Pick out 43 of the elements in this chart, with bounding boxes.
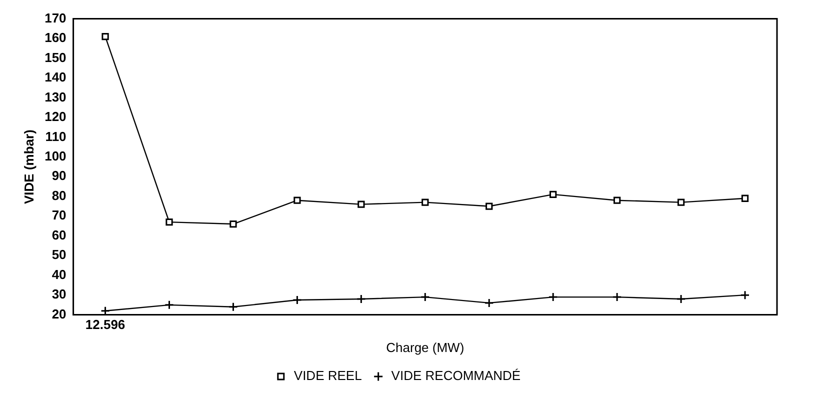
point <box>677 198 685 206</box>
point <box>356 294 366 304</box>
point <box>740 290 750 300</box>
point <box>486 202 493 210</box>
y-tick-label: 160 <box>44 30 66 46</box>
point <box>548 292 558 302</box>
y-tick-label: 140 <box>44 70 66 85</box>
y-axis-title: VIDE (mbar) <box>21 130 36 204</box>
y-tick-label: 170 <box>44 10 66 26</box>
point <box>741 194 749 202</box>
point <box>166 218 173 226</box>
point <box>550 190 557 198</box>
y-tick-label: 150 <box>44 50 66 65</box>
point <box>358 200 365 208</box>
y-tick-label: 30 <box>52 286 66 302</box>
point <box>292 295 302 305</box>
point <box>613 196 621 204</box>
point <box>164 300 174 310</box>
point <box>420 292 430 302</box>
point <box>102 32 109 40</box>
y-tick-label: 20 <box>52 306 66 322</box>
point <box>294 196 301 204</box>
y-tick-label: 100 <box>44 148 66 164</box>
y-tick-label: 90 <box>52 168 66 184</box>
point <box>100 306 110 315</box>
point <box>228 302 238 312</box>
y-tick-label: 80 <box>52 188 66 203</box>
legend-label: VIDE REEL <box>294 368 362 384</box>
y-tick-label: 120 <box>44 109 66 124</box>
y-tick-label: 70 <box>52 208 66 223</box>
y-tick-label: 40 <box>52 266 66 282</box>
y-tick-label: 130 <box>44 89 66 104</box>
x-axis-title: Charge (MW) <box>386 340 464 355</box>
x-tick-label: 12.596 <box>85 317 126 332</box>
y-tick-label: 60 <box>52 227 66 242</box>
point <box>230 220 237 228</box>
legend-label: VIDE RECOMMANDÉ <box>391 368 521 384</box>
y-tick-label: 110 <box>45 128 66 144</box>
point <box>612 292 622 302</box>
point <box>676 294 686 304</box>
point <box>422 198 429 206</box>
y-tick-label: 50 <box>52 247 66 262</box>
point <box>484 298 494 308</box>
